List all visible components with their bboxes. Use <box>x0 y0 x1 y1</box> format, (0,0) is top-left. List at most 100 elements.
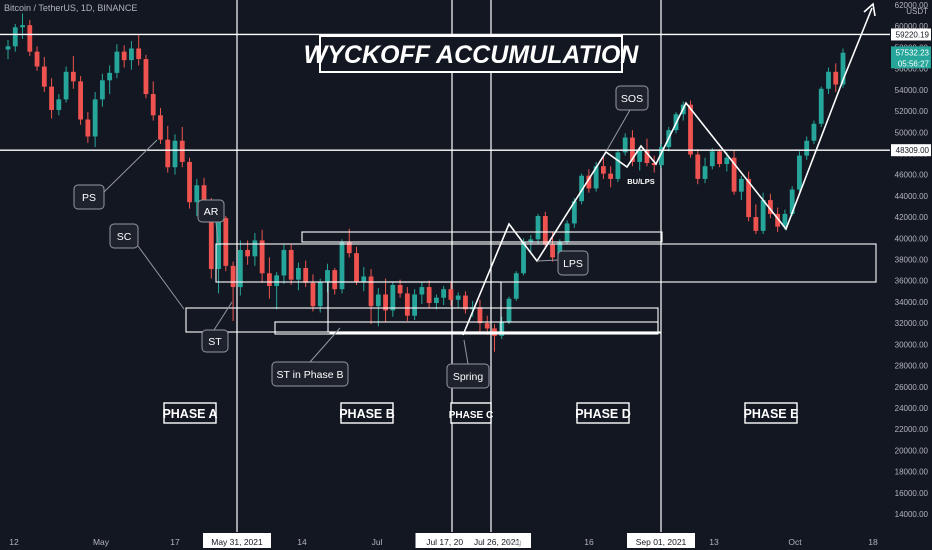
x-tick-box <box>415 533 479 548</box>
candle-body <box>731 157 737 192</box>
candle-body <box>833 71 839 85</box>
price-tag-text: 59220.19 <box>896 30 930 39</box>
candle-body <box>49 86 54 110</box>
phase-box <box>450 402 492 424</box>
phase-text: PHASE E <box>744 407 799 421</box>
candle-body <box>136 48 142 60</box>
candle-body <box>150 94 156 116</box>
candle-body <box>121 51 127 61</box>
annotation-pointer <box>215 221 219 245</box>
y-tick-label: 32000.00 <box>895 319 929 328</box>
candle-body <box>143 59 149 95</box>
price-tag-1 <box>891 28 931 41</box>
candle-body <box>245 249 251 257</box>
phase-label-2: PHASE B <box>339 402 395 424</box>
candle-body <box>419 287 425 295</box>
horizontal-lines <box>0 33 890 151</box>
x-tick-label: 14 <box>297 537 307 547</box>
candle-body <box>797 155 802 190</box>
vertical-date-lines <box>236 0 662 532</box>
candle-body <box>717 151 722 165</box>
candle-body <box>622 137 628 153</box>
annotation-st-in-phase-b: ST in Phase B <box>271 327 349 387</box>
x-tick-label: Oct <box>788 537 802 547</box>
candle-body <box>230 265 236 288</box>
candle-body <box>368 276 374 307</box>
candle-body <box>811 123 817 141</box>
phase-box <box>576 402 630 424</box>
annotation-label: LPS <box>563 258 583 270</box>
candle-body <box>724 157 730 165</box>
candle-body <box>158 115 163 140</box>
range-box-2 <box>301 231 663 243</box>
candle-body <box>760 200 766 231</box>
annotation-box <box>271 361 349 387</box>
time-axis: 12 May 17 May 31, 2021 14 Jul Jul 17, 202 Jul 2… <box>0 532 932 550</box>
x-tick-label: 13 <box>709 537 719 547</box>
candle-body <box>818 88 824 124</box>
annotation-st: ST <box>201 301 233 353</box>
candle-body <box>296 267 301 280</box>
annotation-label: SOS <box>621 93 643 105</box>
y-tick-label: 38000.00 <box>895 256 929 265</box>
candle-body <box>129 48 134 61</box>
range-box-1 <box>215 243 877 283</box>
price-tag-countdown: 05:56:27 <box>898 59 930 68</box>
annotation-sos: SOS <box>606 85 649 151</box>
candle-body <box>535 216 541 240</box>
annotation-label: Spring <box>453 371 484 383</box>
candle-body <box>34 51 40 67</box>
annotation-label: SC <box>117 231 132 243</box>
range-box-4 <box>185 307 659 333</box>
price-axis-bg <box>890 0 932 532</box>
phase-text: PHASE B <box>339 407 395 421</box>
phase-label-5: PHASE E <box>744 402 799 424</box>
candle-body <box>651 163 657 166</box>
x-tick-label: 12 <box>9 537 19 547</box>
phase-text: PHASE C <box>449 410 493 421</box>
candle-body <box>826 71 831 89</box>
price-tag-text: 48309.00 <box>896 146 930 155</box>
candle-body <box>332 270 338 290</box>
symbol-header: Bitcoin / TetherUS, 1D, BINANCE <box>4 3 138 13</box>
chart-title: WYCKOFF ACCUMULATION <box>304 41 640 69</box>
candle-body <box>738 178 744 192</box>
currency-label: USDT <box>906 7 928 16</box>
candle-body <box>223 218 229 266</box>
x-tick-box <box>463 533 531 548</box>
candle-body <box>600 166 606 174</box>
y-tick-label: 40000.00 <box>895 234 929 243</box>
arrow-head <box>863 2 876 17</box>
y-tick-label: 16000.00 <box>895 489 929 498</box>
annotation-spring: Spring <box>446 339 490 389</box>
candle-body <box>571 201 577 224</box>
annotation-lps: LPS <box>536 250 589 276</box>
candle-body <box>397 284 403 294</box>
breakout-arrow-line <box>842 7 873 81</box>
x-tick-box <box>627 533 695 548</box>
range-box-5 <box>274 321 659 335</box>
annotation-pointer <box>309 327 341 363</box>
phase-text: PHASE A <box>162 407 217 421</box>
candle-body <box>593 166 599 189</box>
candle-body <box>840 52 846 85</box>
annotation-ps: PS <box>73 139 158 210</box>
phase-labels: PHASE A PHASE B PHASE C PHASE D PHASE E <box>162 402 799 424</box>
candle-body <box>259 240 265 274</box>
x-tick-label: 17 <box>170 537 180 547</box>
trend-lines <box>462 2 876 336</box>
candle-body <box>709 151 715 167</box>
range-boxes <box>185 231 877 335</box>
annotation-bu-lps: BU/LPS <box>627 177 655 186</box>
phase-box <box>163 402 217 424</box>
candle-body <box>274 275 280 287</box>
candle-body <box>412 294 418 316</box>
annotation-box <box>109 223 139 249</box>
candle-body <box>56 99 62 110</box>
candle-body <box>208 214 214 270</box>
y-tick-label: 24000.00 <box>895 404 929 413</box>
y-tick-label: 54000.00 <box>895 86 929 95</box>
candle-body <box>339 242 345 290</box>
annotation-box <box>197 199 225 223</box>
